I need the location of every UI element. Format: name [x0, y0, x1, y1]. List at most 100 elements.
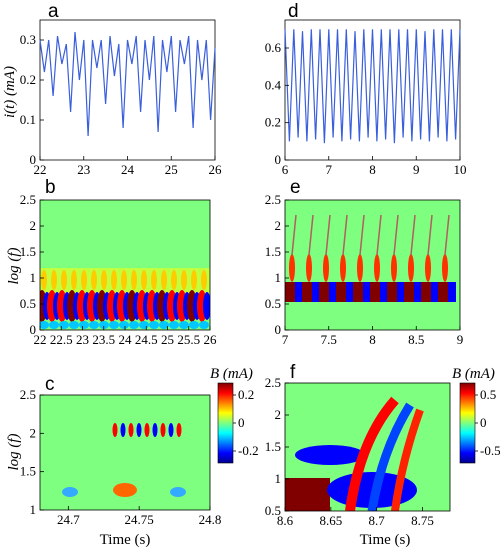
x-tick-label: 24: [119, 332, 133, 347]
x-tick-label: 10: [454, 162, 467, 177]
axis-ticks: 6 7 8 9 10 0 0.2 0.4 0.6: [265, 40, 467, 177]
x-tick-label: 8.75: [411, 513, 434, 528]
x-tick-label: 8.65: [319, 513, 342, 528]
heatmap: [40, 395, 210, 510]
x-axis-label: Time (s): [100, 532, 151, 548]
y-tick-label: 0: [30, 322, 37, 337]
x-tick-label: 25.5: [177, 332, 200, 347]
x-tick-label: 22: [34, 332, 47, 347]
axis-ticks: 8.6 8.65 8.7 8.75 0.5 1 1.5 2 2.5: [265, 375, 434, 528]
x-tick-label: 23: [77, 162, 90, 177]
y-tick-label: 0.5: [265, 296, 281, 311]
y-tick-label: 0.5: [20, 296, 36, 311]
y-tick-label: 1: [30, 270, 37, 285]
y-tick-label: 1: [275, 471, 282, 486]
panel-e: 7 7.5 8 8.5 9 0 0.5 1 1.5 2 2.5 e: [265, 177, 464, 347]
y-tick-label: 2.5: [265, 192, 281, 207]
x-tick-label: 9: [413, 162, 420, 177]
y-tick-label: 2.5: [20, 387, 36, 402]
y-tick-label: 0.5: [265, 503, 281, 518]
panel-label-a: a: [48, 1, 59, 22]
x-axis-label: Time (s): [360, 532, 411, 548]
axis-ticks: 22 23 24 25 26 0 0.1 0.2 0.3: [20, 32, 222, 177]
x-tick-label: 8.5: [408, 332, 424, 347]
x-tick-label: 25: [165, 162, 178, 177]
colorbar-ticks: 0.5 0 -0.5: [475, 387, 500, 458]
colorbar-ticks: 0.2 0 -0.2: [233, 387, 259, 458]
x-tick-label: 24: [121, 162, 135, 177]
y-tick-label: 2.5: [265, 375, 281, 390]
colorbar: [217, 382, 234, 464]
x-tick-label: 24.7: [57, 512, 80, 527]
panel-label-c: c: [45, 374, 55, 395]
y-tick-label: 1.5: [265, 244, 281, 259]
panel-label-d: d: [288, 1, 299, 22]
colorbar-tick-label: 0.5: [480, 387, 496, 402]
colorbar-tick-label: 0: [480, 415, 487, 430]
axis-ticks: 24.7 24.75 24.8 1 1.5 2 2.5: [20, 387, 222, 527]
heatmap: [40, 200, 210, 330]
y-tick-label: 2.5: [20, 192, 36, 207]
axis-ticks: 7 7.5 8 8.5 9 0 0.5 1 1.5 2 2.5: [265, 192, 464, 347]
x-tick-label: 26: [204, 332, 218, 347]
panel-c: 24.7 24.75 24.8 1 1.5 2 2.5 c log (f) Time (s)…: [6, 366, 259, 548]
heatmap: [285, 200, 460, 330]
y-tick-label: 2: [275, 407, 282, 422]
colorbar-label: B (mA): [210, 366, 253, 382]
panel-label-f: f: [290, 362, 296, 383]
y-tick-label: 2: [30, 425, 37, 440]
series-line: [39, 31, 216, 137]
x-tick-label: 25: [161, 332, 174, 347]
panel-a: 22 23 24 25 26 0 0.1 0.2 0.3 a i(t) (mA): [2, 1, 222, 177]
y-tick-label: 1: [275, 270, 282, 285]
y-tick-label: 0.1: [20, 112, 36, 127]
x-tick-label: 24.75: [125, 512, 154, 527]
colorbar-tick-label: -0.5: [480, 443, 500, 458]
panel-label-b: b: [45, 177, 56, 198]
x-tick-label: 8.7: [369, 513, 386, 528]
panel-label-e: e: [290, 177, 301, 198]
x-tick-label: 24.8: [199, 512, 222, 527]
y-tick-label: 1.5: [265, 439, 281, 454]
colorbar-label: B (mA): [452, 366, 495, 382]
y-tick-label: 2: [30, 218, 37, 233]
y-tick-label: 0.2: [265, 115, 281, 130]
x-tick-label: 22: [34, 162, 47, 177]
y-tick-label: 0.4: [265, 77, 282, 92]
y-tick-label: 0.2: [20, 72, 36, 87]
y-axis-label: i(t) (mA): [2, 66, 18, 118]
heatmap: [285, 383, 450, 511]
y-tick-label: 0.6: [265, 40, 282, 55]
y-tick-label: 0: [30, 152, 37, 167]
panel-f: 8.6 8.65 8.7 8.75 0.5 1 1.5 2 2.5 f Time (s) B (…: [265, 362, 500, 548]
x-tick-label: 6: [282, 162, 289, 177]
y-tick-label: 1.5: [20, 244, 36, 259]
x-tick-label: 26: [209, 162, 223, 177]
x-tick-label: 7: [326, 162, 333, 177]
y-axis-label: log (f): [6, 433, 22, 470]
y-tick-label: 0: [275, 152, 282, 167]
x-tick-label: 23.5: [92, 332, 115, 347]
y-tick-label: 0: [275, 322, 282, 337]
colorbar-tick-label: -0.2: [238, 443, 259, 458]
y-tick-label: 1: [30, 502, 37, 517]
plot-frame: [39, 394, 211, 511]
panel-d: 6 7 8 9 10 0 0.2 0.4 0.6 d: [265, 1, 467, 177]
x-tick-label: 8: [369, 162, 376, 177]
x-tick-label: 22.5: [50, 332, 73, 347]
x-tick-label: 23: [76, 332, 89, 347]
y-axis-label: log (f): [6, 247, 22, 284]
series-line: [284, 29, 461, 144]
x-tick-label: 24.5: [135, 332, 158, 347]
y-tick-label: 1.5: [20, 464, 36, 479]
colorbar-tick-label: 0.2: [238, 387, 254, 402]
y-tick-label: 2: [275, 218, 282, 233]
x-tick-label: 7.5: [321, 332, 337, 347]
colorbar-tick-label: 0: [238, 415, 245, 430]
colorbar: [459, 382, 476, 464]
x-tick-label: 9: [457, 332, 464, 347]
y-tick-label: 0.3: [20, 32, 36, 47]
